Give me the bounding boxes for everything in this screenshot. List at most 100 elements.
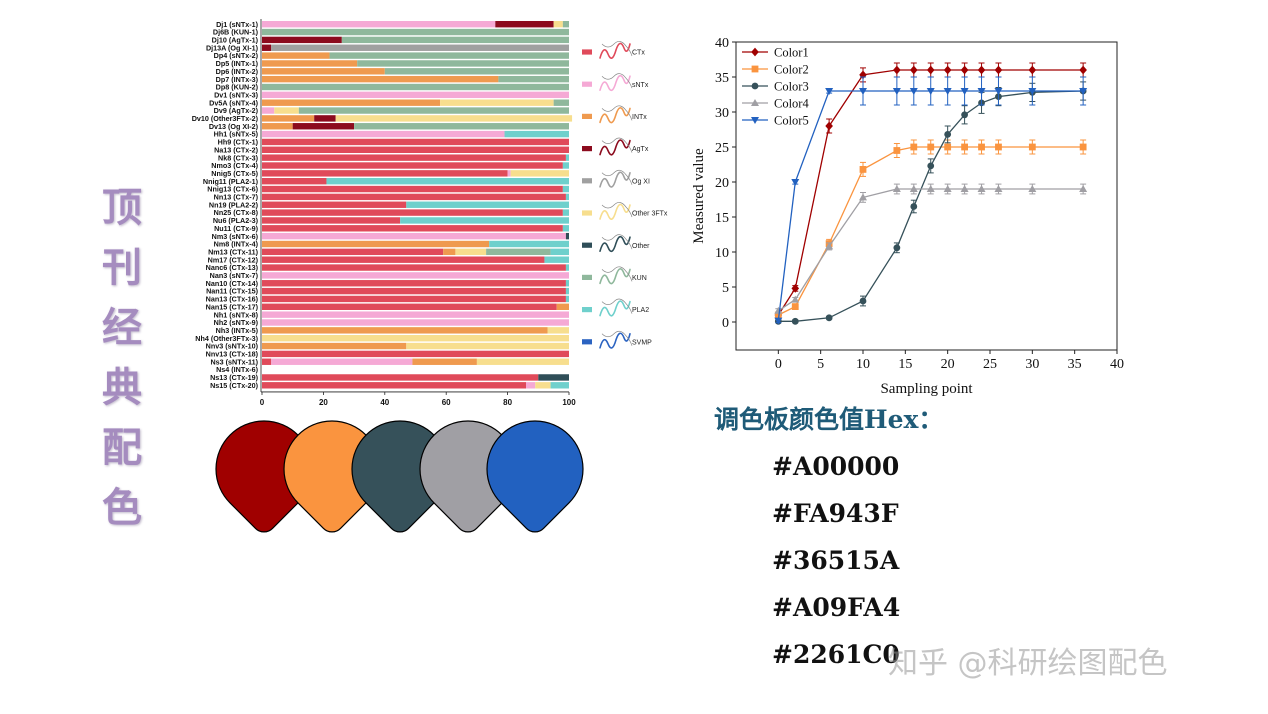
y-tick-label: 10 — [715, 246, 729, 261]
data-point — [774, 311, 782, 319]
protein-coil — [601, 266, 633, 282]
bar-segment — [262, 209, 563, 216]
x-tick-label: 5 — [817, 357, 824, 372]
bar-segment — [262, 178, 327, 185]
protein-structure-icon — [599, 298, 633, 317]
x-tick-label: 15 — [898, 357, 912, 372]
vertical-title: 顶 刊 经 典 配 色 — [98, 178, 146, 538]
bar-segment — [550, 248, 569, 256]
x-tick-label: 100 — [562, 398, 576, 407]
data-point — [825, 242, 834, 250]
title-char: 配 — [102, 424, 142, 471]
data-point — [893, 244, 901, 252]
legend-item: CTx — [582, 41, 645, 59]
title-char: 色 — [102, 484, 142, 531]
bar-segment — [406, 201, 569, 208]
data-point — [977, 88, 986, 95]
legend-label: Color5 — [774, 114, 809, 128]
category-label: Dj6B (KUN-1) — [213, 28, 259, 37]
category-label: Dv10 (Other3FTx-2) — [192, 114, 259, 123]
palette-heading: 调色板颜色值Hex： — [714, 405, 944, 434]
bar-segment — [262, 44, 272, 51]
bar-segment — [262, 272, 569, 279]
category-label: Ns13 (CTx-19) — [210, 373, 259, 382]
data-point — [751, 117, 759, 124]
category-label: Nnv3 (sNTx-10) — [206, 342, 259, 351]
data-point — [960, 185, 969, 192]
bar-segment — [262, 382, 527, 389]
bar-segment — [298, 107, 569, 114]
series-line — [778, 90, 1084, 322]
data-point — [893, 147, 901, 154]
protein-coil — [601, 105, 633, 121]
bar-segment — [262, 75, 499, 83]
legend-item: KUN — [582, 266, 647, 285]
category-label: Nu11 (CTx-9) — [214, 224, 259, 233]
category-label: Nm17 (CTx-12) — [208, 255, 259, 264]
bar-segment — [262, 280, 566, 287]
bar-segment — [526, 382, 536, 389]
title-char: 经 — [102, 304, 142, 351]
category-label: Dp8 (KUN-2) — [216, 83, 259, 92]
bar-segment — [565, 295, 569, 303]
legend-item: Color4 — [742, 97, 809, 111]
data-point — [825, 121, 833, 131]
bar-segment — [562, 21, 569, 28]
color-swatch — [486, 420, 584, 533]
bar-segment — [262, 146, 569, 153]
protein-ribbon — [599, 332, 631, 349]
data-point — [944, 131, 952, 138]
bar-segment — [538, 374, 569, 381]
legend-label: Og XI — [632, 178, 650, 185]
palette-swatches — [215, 420, 584, 533]
legend-item: Color5 — [742, 114, 809, 128]
legend-label: Other — [632, 243, 650, 250]
data-point — [943, 88, 952, 95]
bar-segment — [262, 68, 385, 75]
protein-structure-icon — [599, 202, 633, 220]
category-label: Nan13 (CTx-16) — [206, 295, 259, 304]
bar-segment — [510, 170, 569, 177]
legend-label: Color2 — [774, 63, 809, 77]
data-point — [825, 314, 833, 322]
data-point — [926, 185, 935, 192]
series-group — [774, 81, 1087, 325]
category-label: Nn13 (CTx-7) — [214, 193, 259, 202]
bar-segment — [489, 240, 569, 248]
bar-segment — [565, 154, 569, 161]
bar-segment — [262, 123, 293, 130]
data-point — [751, 47, 759, 57]
hex-value: #A09FA4 — [772, 593, 901, 622]
category-label: Nan11 (CTx-15) — [206, 287, 259, 296]
bar-segment — [262, 319, 569, 326]
data-point — [1028, 65, 1037, 75]
bar-segment — [262, 374, 539, 381]
protein-ribbon — [599, 203, 631, 220]
bar-segment — [504, 130, 569, 138]
data-point — [1028, 88, 1037, 95]
category-label: Dp5 (INTx-1) — [216, 59, 259, 68]
bar-segment — [262, 185, 563, 193]
bar-segment — [262, 327, 548, 334]
x-tick-label: 20 — [941, 357, 955, 372]
category-label: Nh4 (Other3FTx-3) — [195, 334, 258, 343]
legend-item: Color3 — [742, 80, 809, 94]
data-point — [960, 65, 969, 75]
bar-segment — [476, 358, 569, 365]
bar-segment — [262, 248, 444, 256]
legend-item: SVMP — [582, 330, 652, 349]
bar-segment — [262, 99, 441, 106]
data-point — [892, 185, 901, 192]
data-point — [1079, 143, 1087, 151]
protein-structure-icon — [599, 169, 633, 188]
category-label: Nm13 (CTx-11) — [208, 247, 259, 256]
category-label: Nmo3 (CTx-4) — [211, 161, 258, 170]
bar-segment — [262, 350, 569, 358]
category-label: Ns15 (CTx-20) — [210, 381, 259, 390]
data-point — [859, 88, 867, 95]
bar-segment — [553, 99, 569, 106]
protein-structure-icon — [599, 73, 633, 92]
category-label: Nnig11 (PLA2-1) — [203, 177, 259, 186]
category-label: Dv5A (sNTx-4) — [209, 98, 258, 107]
bar-segment — [271, 44, 569, 51]
